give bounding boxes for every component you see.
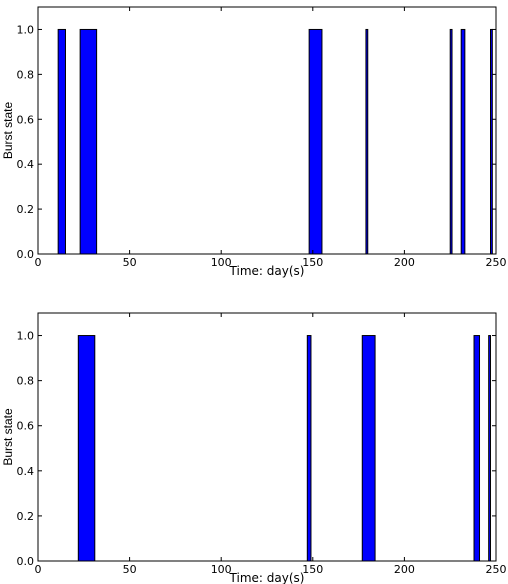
y-tick-label: 0.6 bbox=[17, 113, 35, 126]
x-axis-label: Time: day(s) bbox=[229, 264, 305, 278]
y-tick-label: 0.2 bbox=[17, 510, 35, 523]
x-tick-label: 150 bbox=[302, 256, 323, 269]
y-axis-label: Burst state bbox=[1, 408, 15, 466]
y-tick-label: 0.0 bbox=[17, 248, 35, 261]
x-tick-label: 50 bbox=[123, 563, 137, 576]
x-tick-label: 100 bbox=[211, 563, 232, 576]
x-tick-label: 0 bbox=[35, 256, 42, 269]
x-tick-label: 100 bbox=[211, 256, 232, 269]
chart-panel-2: 0 50 100 150 200 250 0.0 0.2 0.4 0.6 0.8 1.0 Time: d… bbox=[1, 312, 507, 584]
burst-bar bbox=[306, 335, 312, 562]
burst-bar bbox=[308, 28, 323, 255]
plot-frame bbox=[37, 312, 497, 562]
x-tick-label: 250 bbox=[486, 563, 507, 576]
burst-bar bbox=[361, 335, 376, 562]
x-axis-label: Time: day(s) bbox=[229, 571, 305, 584]
x-tick-label: 250 bbox=[486, 256, 507, 269]
y-tick-label: 0.8 bbox=[17, 375, 35, 388]
x-tick-label: 150 bbox=[302, 563, 323, 576]
burst-bar bbox=[488, 335, 492, 562]
burst-bar bbox=[79, 28, 98, 255]
y-tick-label: 0.2 bbox=[17, 203, 35, 216]
plot-frame bbox=[37, 6, 497, 255]
y-tick-label: 1.0 bbox=[17, 23, 35, 36]
y-tick-label: 0.0 bbox=[17, 555, 35, 568]
y-tick-label: 0.6 bbox=[17, 420, 35, 433]
burst-bar bbox=[460, 28, 466, 255]
y-tick-label: 1.0 bbox=[17, 330, 35, 343]
burst-bar bbox=[449, 28, 453, 255]
x-tick-label: 0 bbox=[35, 563, 42, 576]
x-tick-label: 200 bbox=[394, 563, 415, 576]
y-tick-label: 0.8 bbox=[17, 68, 35, 81]
burst-bar bbox=[490, 28, 493, 255]
x-tick-label: 200 bbox=[394, 256, 415, 269]
burst-bar bbox=[57, 28, 66, 255]
y-tick-label: 0.4 bbox=[17, 465, 35, 478]
x-tick-label: 50 bbox=[123, 256, 137, 269]
burst-bar bbox=[77, 335, 96, 562]
chart-panel-1: 0 50 100 150 200 250 0.0 0.2 0.4 0.6 0.8 1.0 Time: d… bbox=[1, 6, 507, 278]
burst-bar bbox=[365, 28, 369, 255]
y-tick-label: 0.4 bbox=[17, 158, 35, 171]
burst-bar bbox=[473, 335, 481, 562]
y-axis-label: Burst state bbox=[1, 101, 15, 159]
